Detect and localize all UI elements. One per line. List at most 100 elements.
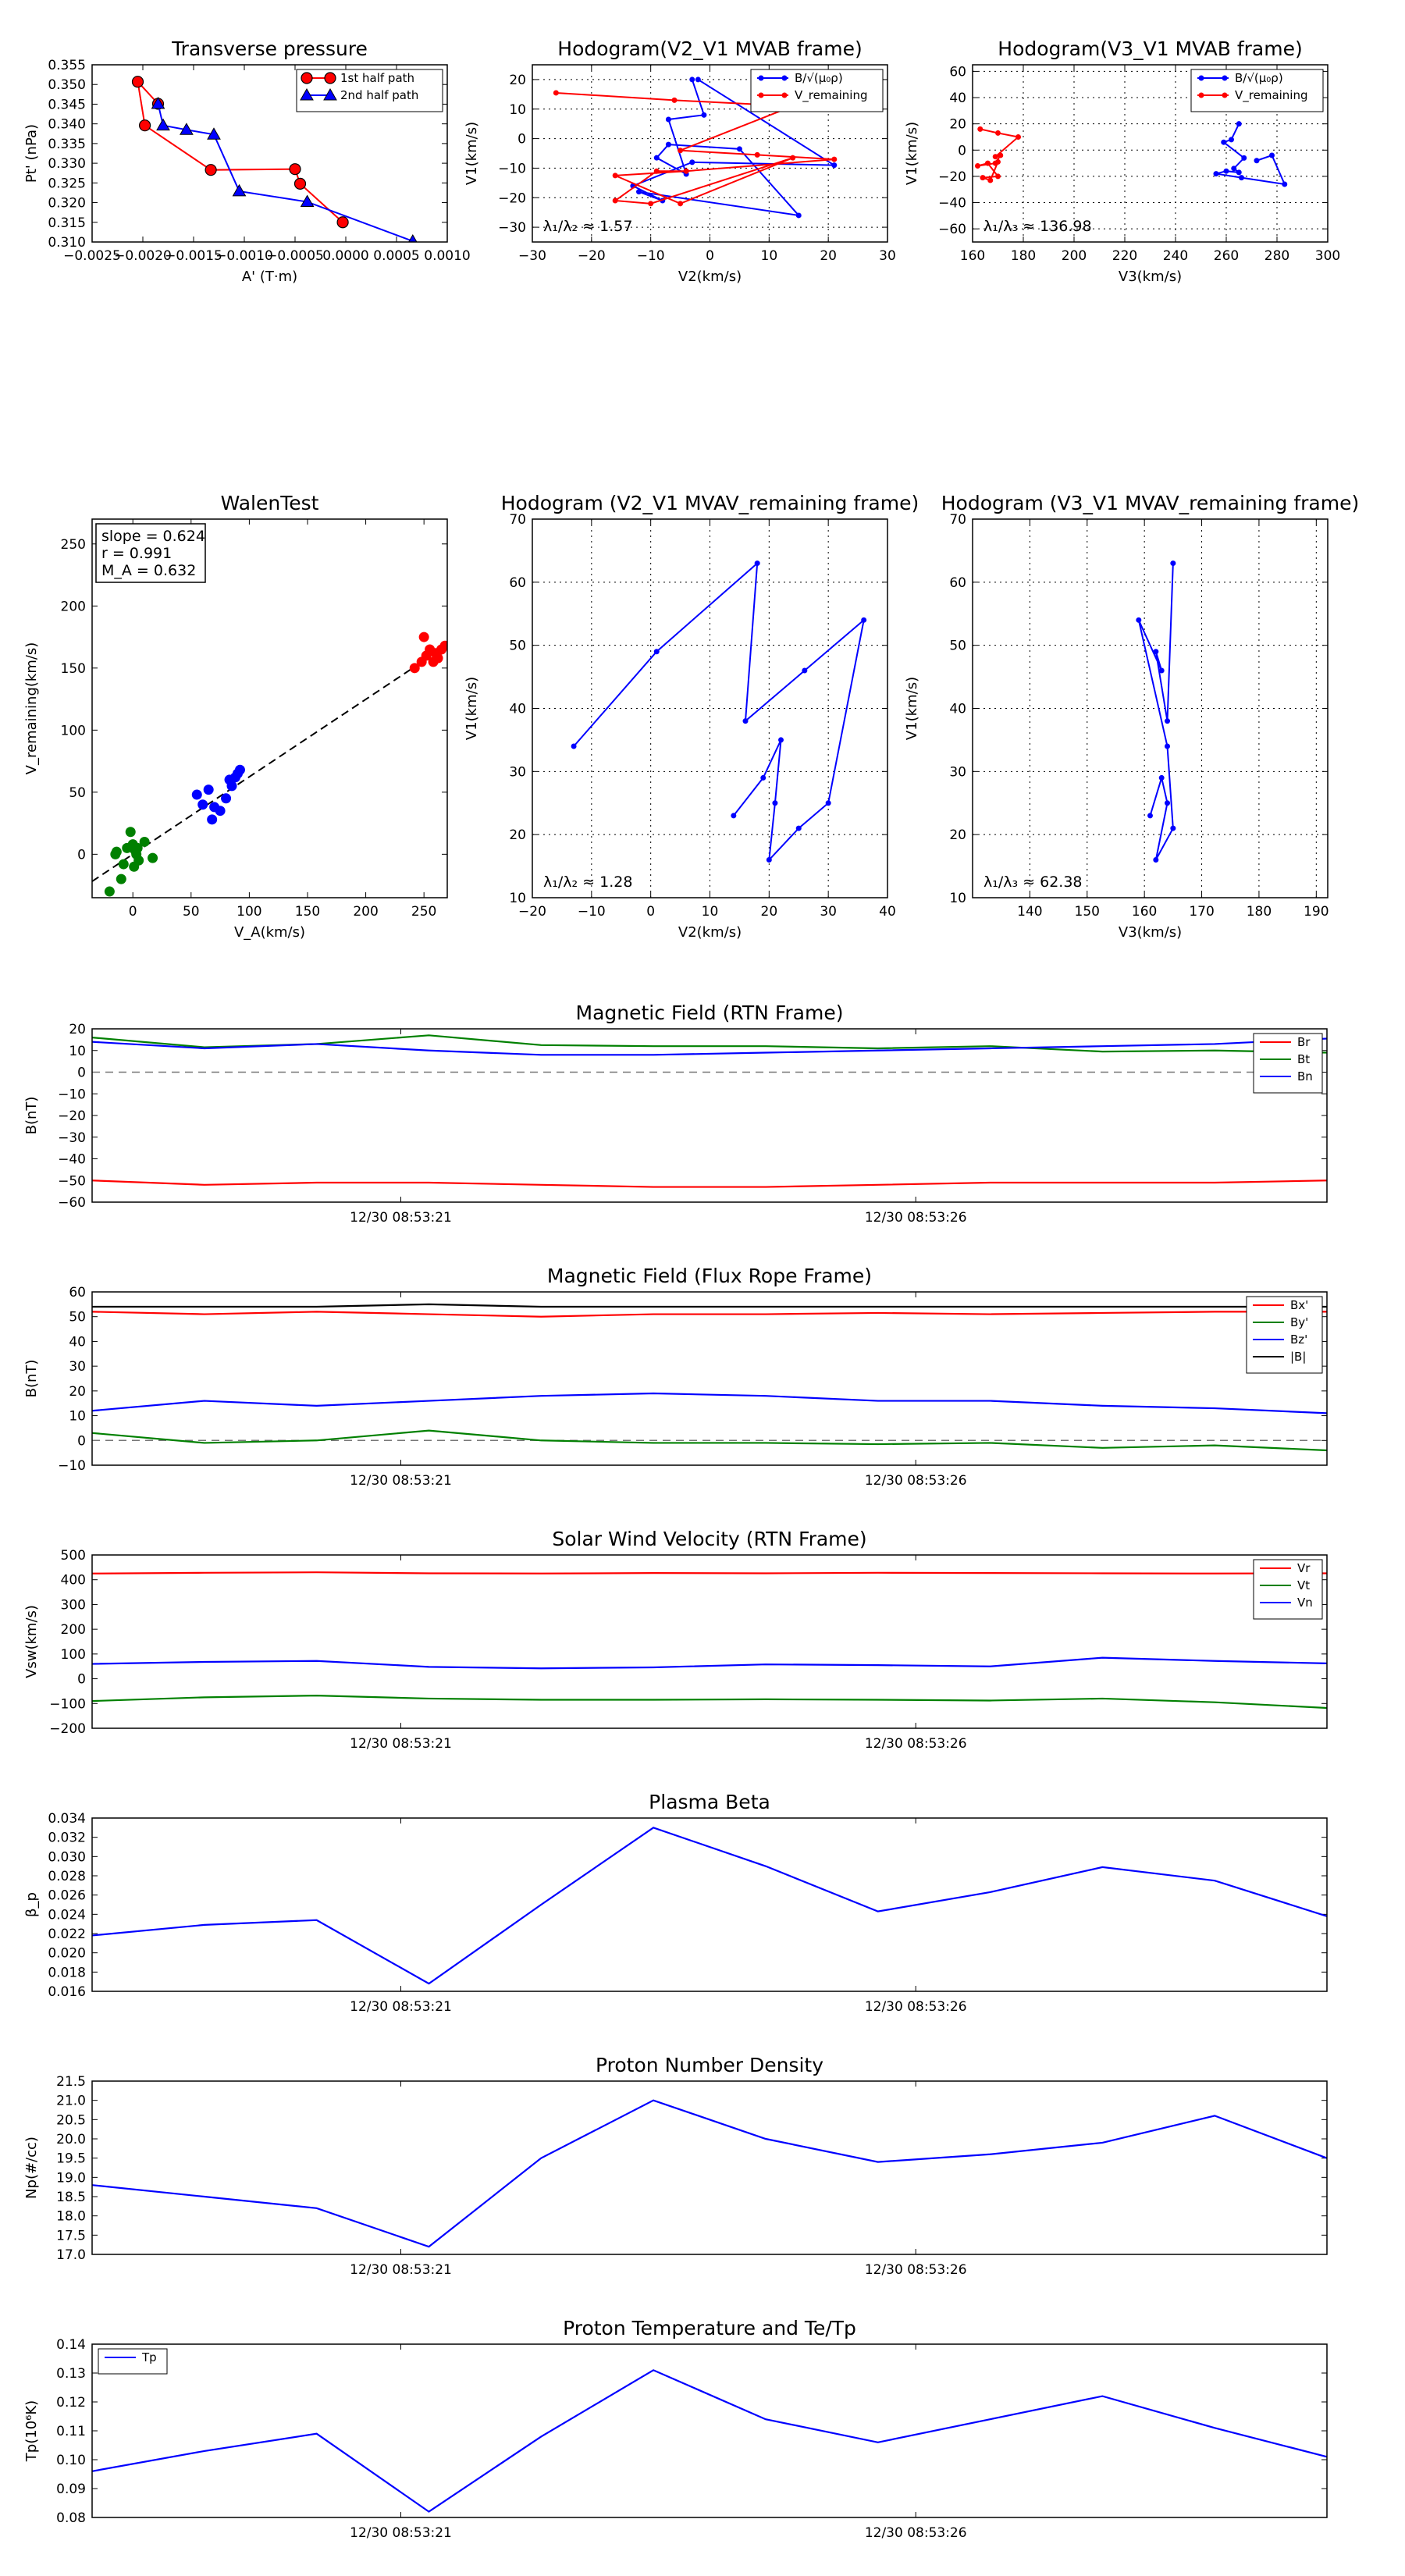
legend-marker	[781, 75, 788, 81]
chart-title: Transverse pressure	[171, 37, 368, 60]
y-axis-label: V1(km/s)	[904, 677, 920, 740]
data-point	[1147, 813, 1153, 819]
data-point	[995, 158, 1001, 165]
plot-frame	[91, 1554, 1328, 1729]
y-tick-label: 0.022	[48, 1927, 86, 1942]
data-point	[1165, 800, 1171, 806]
series-line-|B|	[92, 1303, 1327, 1308]
series-line-Br	[91, 1179, 1328, 1188]
y-tick-label: 60	[949, 575, 966, 591]
x-tick-label: 12/30 08:53:21	[350, 2525, 452, 2541]
y-tick-label: 200	[61, 599, 86, 614]
y-tick-label: 60	[69, 1285, 86, 1300]
data-point	[129, 861, 140, 872]
plot-frame	[91, 518, 448, 898]
legend-label: B/√(μ₀ρ)	[1235, 71, 1283, 85]
y-tick-label: −10	[58, 1458, 86, 1474]
chart-tp: Transverse pressure −0.0025−0.0020−0.0015…	[23, 37, 471, 285]
legend-label: By'	[1290, 1315, 1308, 1329]
data-point	[1153, 649, 1159, 655]
x-tick-label: 30	[820, 904, 837, 920]
y-tick-label: 20	[69, 1384, 86, 1400]
x-tick-label: 150	[1075, 904, 1100, 920]
fit-line	[92, 656, 431, 882]
x-tick-label: 180	[1247, 904, 1272, 920]
chart-title: Hodogram(V3_V1 MVAB frame)	[998, 37, 1302, 60]
y-tick-label: 0.335	[48, 137, 86, 152]
y-tick-label: 500	[61, 1548, 86, 1564]
legend-marker	[1222, 75, 1228, 81]
data-point	[1170, 825, 1176, 831]
x-tick-label: 170	[1189, 904, 1214, 920]
x-tick-label: 200	[353, 904, 378, 920]
data-point	[742, 718, 749, 724]
x-axis-label: V_A(km/s)	[234, 924, 305, 941]
data-point	[408, 233, 418, 242]
series-line	[573, 561, 866, 863]
plot-frame	[91, 2343, 1328, 2518]
data-point	[418, 632, 429, 642]
y-tick-label: 0.14	[56, 2337, 86, 2353]
y-tick-label: 30	[949, 764, 966, 780]
plot-area	[131, 76, 418, 242]
series-line	[1215, 123, 1286, 186]
y-tick-label: 0	[77, 1066, 86, 1081]
data-point	[1254, 158, 1260, 164]
legend-label: Br	[1297, 1035, 1311, 1049]
x-tick-label: −30	[518, 248, 546, 264]
data-point	[1236, 121, 1242, 127]
y-tick-label: 0.13	[56, 2366, 86, 2382]
stats-frame	[95, 523, 206, 583]
y-tick-label: 20	[509, 73, 526, 88]
x-tick-label: 0	[646, 904, 655, 920]
x-tick-label: 160	[1132, 904, 1157, 920]
y-tick-label: −30	[58, 1130, 86, 1146]
legend-label: Vt	[1297, 1578, 1310, 1592]
chart-wt: WalenTest 0 50 100 150 200 250 0 50 100 150 200 250 V…	[23, 492, 448, 941]
y-tick-label: 0	[77, 1433, 86, 1449]
ratio-annotation: λ₁/λ₂ ≈ 1.57	[543, 218, 632, 235]
data-point	[131, 76, 144, 88]
y-tick-label: 19.0	[56, 2170, 86, 2186]
data-point	[754, 151, 760, 158]
legend-label: |B|	[1290, 1350, 1306, 1364]
x-tick-label: 260	[1214, 248, 1239, 264]
y-tick-label: 70	[509, 512, 526, 528]
x-tick-label: 12/30 08:53:26	[865, 1736, 967, 1752]
x-tick-label: 0	[706, 248, 714, 264]
y-tick-label: 20	[69, 1022, 86, 1037]
legend-label: V_remaining	[1235, 88, 1308, 103]
data-point	[111, 846, 122, 857]
series-line-Bt	[91, 1034, 1328, 1054]
y-tick-label: 20	[949, 827, 966, 843]
legend-marker	[758, 92, 764, 98]
y-tick-label: −60	[58, 1195, 86, 1211]
data-point	[1213, 171, 1219, 177]
y-tick-label: −60	[938, 222, 966, 237]
y-tick-label: 40	[509, 702, 526, 717]
x-axis-label: A' (T·m)	[242, 269, 297, 285]
legend: 1st half path 2nd half path	[296, 69, 443, 112]
y-tick-label: 10	[949, 891, 966, 906]
legend-label: Tp	[141, 2350, 157, 2364]
data-point	[754, 560, 760, 567]
plot-area	[92, 632, 447, 897]
legend-frame	[296, 69, 443, 112]
x-tick-label: −0.0010	[215, 248, 273, 264]
data-point	[205, 164, 217, 176]
data-point	[148, 852, 158, 863]
y-tick-label: 0.340	[48, 117, 86, 133]
data-point	[180, 123, 194, 135]
y-axis-label: Pt' (nPa)	[23, 124, 40, 183]
chart-h2: Hodogram(V3_V1 MVAB frame)160 180 200 220 24…	[904, 37, 1340, 285]
x-tick-label: 20	[761, 904, 778, 920]
ratio-annotation: λ₁/λ₃ ≈ 136.98	[984, 218, 1092, 235]
data-point	[825, 800, 831, 806]
y-tick-label: −10	[498, 161, 526, 176]
data-point	[977, 126, 984, 132]
plot-frame	[91, 1291, 1328, 1466]
y-tick-label: 40	[949, 91, 966, 106]
y-tick-label: 18.0	[56, 2209, 86, 2225]
chart-sw: Solar Wind Velocity (RTN Frame) −200 −100 0…	[23, 1528, 1328, 1752]
x-tick-label: 250	[411, 904, 436, 920]
